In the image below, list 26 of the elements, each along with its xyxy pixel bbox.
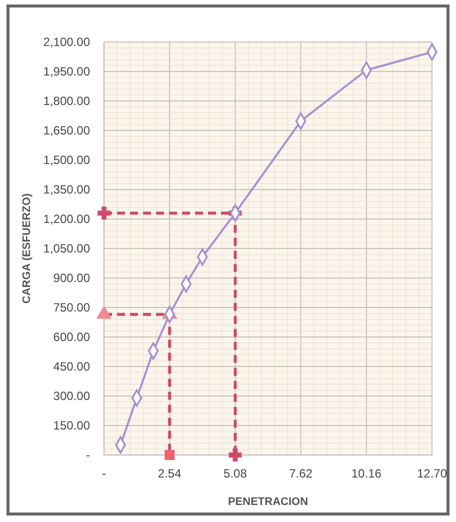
x-tick-label: -: [102, 466, 106, 481]
x-tick-label: 12.70: [416, 466, 448, 481]
y-tick-label: 300.00: [53, 388, 90, 403]
y-tick-label: 900.00: [53, 270, 90, 285]
x-tick-label: 5.08: [224, 466, 248, 481]
y-tick-label: 1,800.00: [43, 94, 90, 108]
y-tick-label: 1,950.00: [43, 64, 90, 78]
x-axis-title: PENETRACION: [228, 496, 308, 508]
y-axis-title: CARGA (ESFUERZO): [21, 193, 33, 304]
y-tick-label: -: [86, 448, 90, 462]
x-tick-label: 2.54: [158, 466, 182, 481]
x-tick-label: 10.16: [351, 466, 382, 481]
y-tick-label: 1,350.00: [43, 182, 90, 196]
point: [98, 206, 110, 220]
y-tick-label: 1,500.00: [43, 152, 90, 167]
y-tick-label: 150.00: [53, 418, 90, 432]
y-tick-label: 1,650.00: [43, 123, 90, 138]
point: [228, 448, 242, 462]
point: [164, 450, 175, 460]
y-tick-label: 750.00: [53, 300, 90, 314]
y-tick-label: 600.00: [53, 330, 90, 344]
y-tick-label: 1,050.00: [43, 241, 90, 256]
x-tick-label: 7.62: [289, 466, 313, 481]
y-tick-label: 450.00: [53, 359, 90, 374]
y-tick-label: 2,100.00: [43, 34, 90, 49]
y-tick-label: 1,200.00: [43, 212, 90, 226]
